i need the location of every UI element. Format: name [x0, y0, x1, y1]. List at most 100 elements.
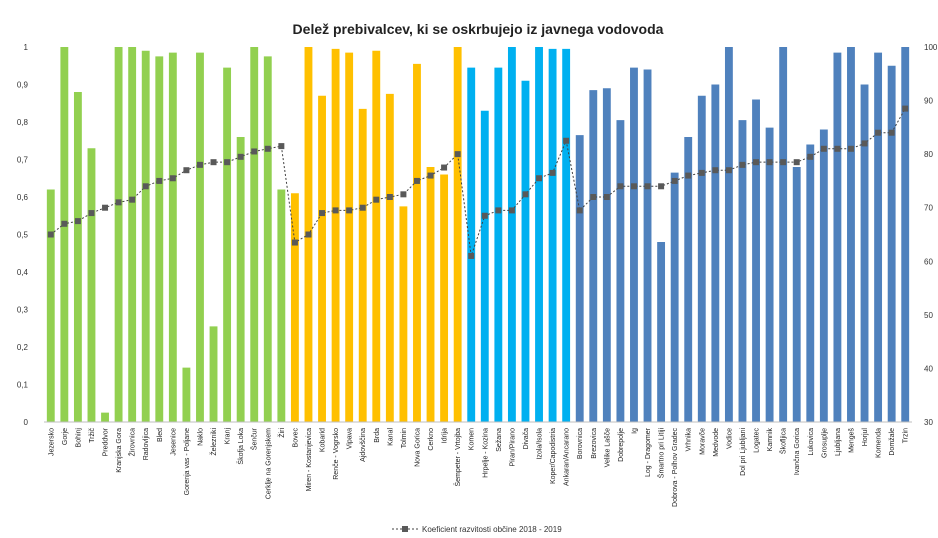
bar	[467, 67, 476, 422]
chart-title: Delež prebivalcev, ki se oskrbujejo iz j…	[293, 21, 664, 37]
line-point	[183, 167, 190, 174]
category-label: Dobrepolje	[618, 428, 625, 462]
y-tick-label: 0,1	[17, 381, 29, 390]
bars	[46, 47, 910, 422]
line-point	[427, 172, 434, 179]
line-point	[142, 183, 149, 190]
line-point	[74, 218, 81, 225]
category-label: Kranjska Gora	[116, 428, 123, 473]
category-label: Kanal	[387, 428, 394, 446]
y-tick-label: 0,2	[17, 343, 29, 352]
y2-tick-label: 30	[924, 418, 933, 427]
bar	[521, 80, 530, 422]
category-label: Brda	[374, 428, 381, 443]
line-point	[739, 161, 746, 168]
category-label: Žirovnica	[128, 428, 137, 457]
y2-tick-label: 100	[924, 43, 938, 52]
bar	[196, 52, 204, 422]
line-point	[603, 194, 610, 200]
right-axis-ticks: 30 40 50 60 70 80 90 100	[924, 43, 938, 427]
category-label: Vipava	[347, 428, 354, 449]
bar	[507, 47, 516, 422]
bar	[277, 189, 286, 422]
bar	[73, 92, 82, 422]
bar	[290, 193, 299, 422]
category-label: Vrhnika	[686, 428, 693, 452]
line-point	[129, 196, 136, 203]
bar	[562, 48, 571, 422]
line-point	[264, 145, 271, 152]
line-point	[576, 207, 583, 214]
category-label: Piran/Pirano	[509, 428, 516, 467]
line-point	[224, 159, 231, 166]
line-point	[549, 169, 556, 176]
bar	[847, 47, 855, 422]
bar	[345, 52, 354, 422]
y-tick-label: 0	[24, 418, 29, 427]
category-label: Bled	[157, 428, 164, 442]
category-label: Šempeter - Vrtojba	[453, 428, 462, 487]
bar	[331, 48, 340, 422]
line-point	[88, 210, 95, 217]
line-point	[536, 175, 543, 182]
category-label: Kobarid	[320, 428, 327, 452]
bar	[806, 144, 815, 422]
category-label: Dobrova - Polhov Gradec	[672, 428, 679, 507]
bar	[643, 69, 652, 422]
category-label: Log - Dragomer	[645, 427, 652, 477]
bar	[263, 56, 272, 422]
category-label: Miren - Kostanjevica	[306, 428, 313, 492]
category-label: Horjul	[862, 428, 869, 447]
category-label: Bovec	[292, 428, 299, 448]
y-tick-label: 0,6	[17, 193, 29, 202]
line-point	[861, 140, 868, 147]
bar	[358, 108, 367, 422]
category-label: Škofja Loka	[236, 428, 245, 465]
bar	[155, 56, 164, 422]
y-tick-label: 0,8	[17, 118, 29, 127]
y2-tick-label: 90	[924, 97, 933, 106]
category-label: Kranj	[225, 428, 232, 445]
legend-line-label: Koeficient razvitosti občine 2018 - 2019	[422, 525, 562, 534]
line-point	[454, 151, 461, 158]
category-label: Vodice	[726, 428, 733, 449]
category-label: Hrpelje - Kozina	[482, 428, 489, 478]
line-point	[400, 191, 407, 198]
category-label: Izola/Isola	[537, 428, 544, 460]
bar	[887, 65, 896, 422]
bar	[575, 135, 584, 422]
category-label: Brezovica	[591, 428, 598, 459]
bar	[141, 50, 150, 422]
category-label: Bohinj	[75, 428, 82, 448]
category-label: Sežana	[496, 428, 503, 452]
category-label: Renče - Vogrsko	[333, 428, 340, 480]
bar	[399, 206, 408, 422]
bar	[819, 129, 828, 422]
line-point	[820, 145, 827, 152]
category-label: Tolmin	[401, 428, 408, 448]
category-label: Komen	[469, 428, 476, 450]
line-point	[495, 207, 502, 214]
bar	[752, 99, 760, 422]
bar	[630, 67, 638, 422]
category-label: Komenda	[876, 428, 883, 458]
bar	[860, 84, 869, 422]
line-point	[725, 167, 732, 174]
y2-tick-label: 80	[924, 150, 933, 159]
line-point	[847, 145, 854, 152]
bar	[223, 67, 232, 422]
line-point	[291, 239, 298, 246]
line-point	[685, 172, 692, 179]
category-label: Trzin	[903, 428, 910, 443]
category-label: Dol pri Ljubljani	[740, 428, 747, 476]
category-label: Mengeš	[848, 428, 855, 453]
category-label: Žiri	[277, 428, 286, 438]
bar	[765, 127, 774, 422]
y-tick-label: 0,3	[17, 306, 29, 315]
line-point	[169, 175, 176, 182]
line-point	[508, 207, 515, 214]
line-point	[807, 153, 814, 160]
line-point	[902, 105, 909, 112]
bar	[385, 93, 394, 422]
